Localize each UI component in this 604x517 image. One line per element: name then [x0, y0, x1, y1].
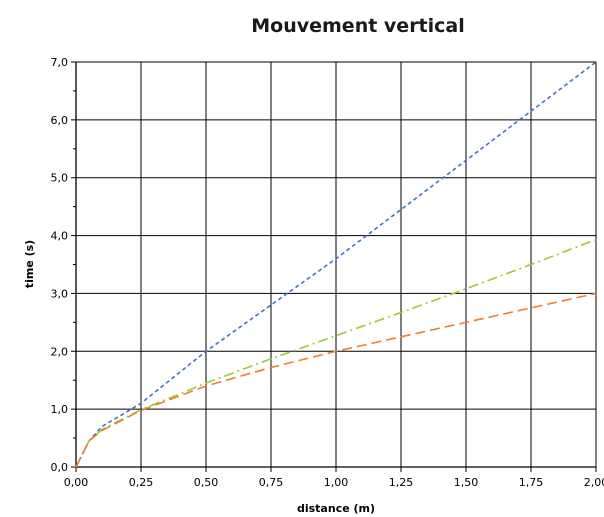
chart-title: Mouvement vertical — [251, 15, 465, 37]
x-tick-label: 2,00 — [584, 476, 604, 489]
y-tick-label: 1,0 — [51, 403, 69, 416]
x-tick-label: 0,75 — [259, 476, 284, 489]
x-tick-label: 0,25 — [129, 476, 154, 489]
x-tick-label: 1,50 — [454, 476, 479, 489]
y-tick-label: 6,0 — [51, 114, 69, 127]
x-tick-label: 1,25 — [389, 476, 414, 489]
x-tick-labels: 0,00 0,25 0,50 0,75 1,00 1,25 1,50 1,75 2,00 — [64, 476, 604, 489]
plot-area — [71, 61, 597, 472]
x-tick-label: 0,50 — [194, 476, 219, 489]
x-tick-label: 1,00 — [324, 476, 349, 489]
tick-marks — [71, 61, 597, 472]
gridlines — [76, 61, 597, 467]
y-tick-label: 3,0 — [51, 287, 69, 300]
x-tick-label: 1,75 — [519, 476, 544, 489]
y-tick-labels: 0,0 1,0 2,0 3,0 4,0 5,0 6,0 7,0 — [51, 56, 69, 474]
y-axis-label: time (s) — [23, 240, 36, 288]
y-tick-label: 0,0 — [51, 461, 69, 474]
y-tick-label: 7,0 — [51, 56, 69, 69]
series-line-2 — [75, 238, 597, 468]
y-tick-label: 5,0 — [51, 172, 69, 185]
y-tick-label: 2,0 — [51, 345, 69, 358]
y-tick-label: 4,0 — [51, 230, 69, 243]
series-line-1 — [75, 61, 597, 468]
series-group — [75, 61, 597, 468]
series-line-3 — [75, 292, 597, 468]
x-axis-label: distance (m) — [297, 502, 375, 515]
x-tick-label: 0,00 — [64, 476, 89, 489]
axes — [75, 62, 596, 468]
